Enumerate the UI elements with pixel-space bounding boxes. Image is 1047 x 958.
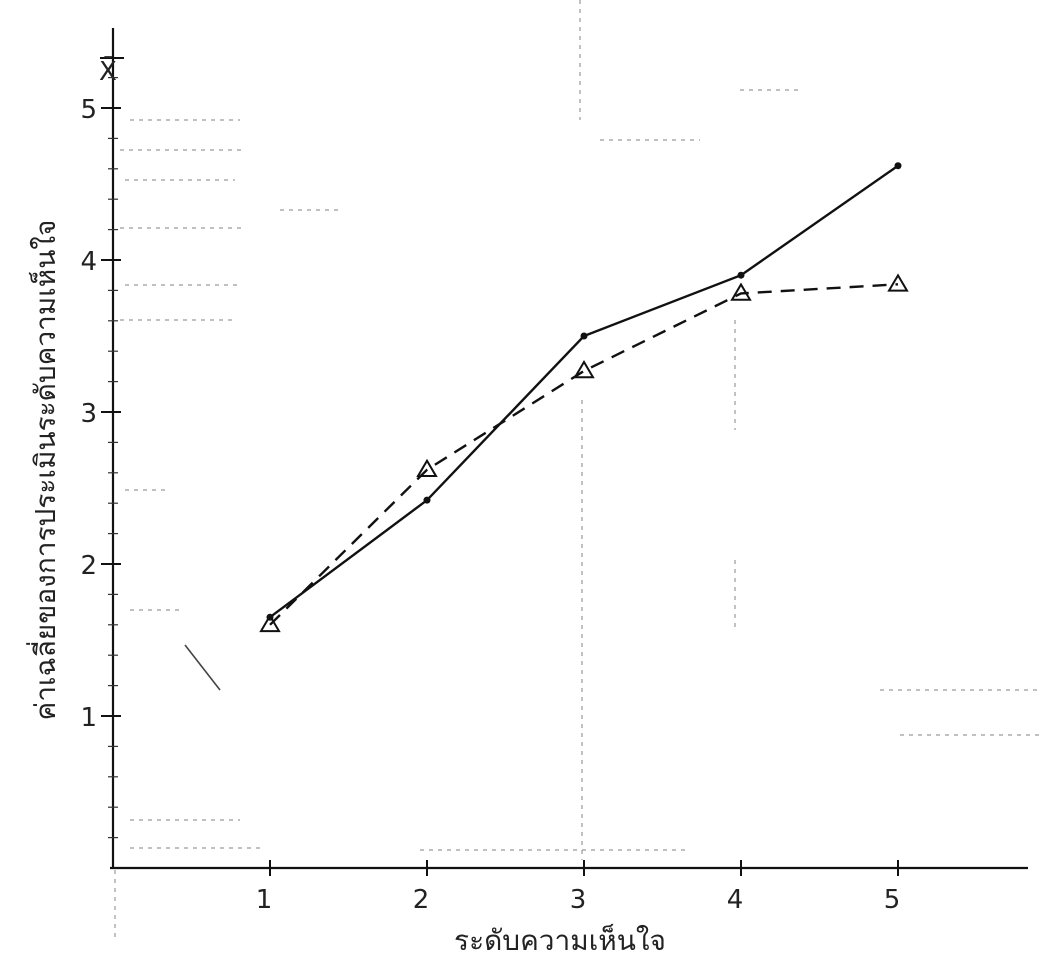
y-tick-label: 2 <box>80 551 97 581</box>
x-axis-title: ระดับความเห็นใจ <box>454 923 666 957</box>
dot-point <box>581 333 588 340</box>
triangle-point <box>889 275 907 290</box>
axes <box>100 28 1028 868</box>
y-tick-label: 3 <box>80 399 97 429</box>
triangle-point <box>418 461 436 476</box>
dot-point <box>424 497 431 504</box>
x-tick-label: 5 <box>884 885 901 915</box>
dot-point <box>895 162 902 169</box>
scan-noise <box>115 0 1040 940</box>
dot-point <box>738 272 745 279</box>
solid-series-line <box>270 166 898 617</box>
x-tick-label: 1 <box>256 885 273 915</box>
series-layer <box>261 162 907 631</box>
y-ticks: 1 2 3 4 5 <box>80 95 121 733</box>
y-tick-label: 1 <box>80 703 97 733</box>
y-axis-title: ค่าเฉลี่ยของการประเมินระดับความเห็นใจ <box>26 220 62 721</box>
x-tick-label: 4 <box>727 885 744 915</box>
x-tick-label: 2 <box>413 885 430 915</box>
y-tick-label: 4 <box>80 247 97 277</box>
y-axis-symbol: X̄ <box>99 55 117 87</box>
y-tick-label: 5 <box>80 95 97 125</box>
x-tick-label: 3 <box>570 885 587 915</box>
